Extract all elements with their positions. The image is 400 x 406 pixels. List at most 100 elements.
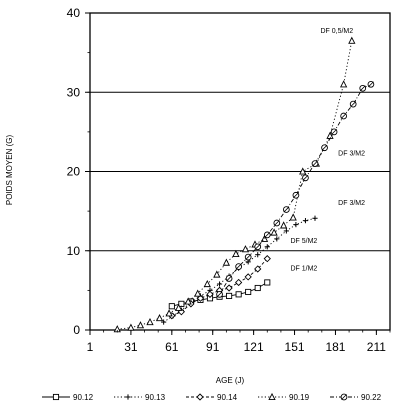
data-point <box>349 100 357 108</box>
data-point <box>340 80 348 88</box>
data-point <box>234 278 243 287</box>
data-point <box>273 219 281 227</box>
data-point <box>299 167 307 175</box>
data-point <box>244 253 252 261</box>
data-point <box>235 263 242 270</box>
y-tick-label: 40 <box>67 6 81 20</box>
data-point <box>245 288 252 296</box>
data-point <box>311 160 319 167</box>
data-point <box>165 309 173 317</box>
data-point <box>196 294 205 302</box>
density-annotation: DF 3/M2 <box>338 151 365 158</box>
data-point <box>206 290 214 298</box>
data-point <box>348 36 356 44</box>
data-point <box>263 231 271 239</box>
legend-marker <box>52 393 60 401</box>
data-point <box>161 319 167 325</box>
data-point <box>270 228 278 236</box>
data-point <box>274 236 280 242</box>
data-point <box>264 279 271 286</box>
x-tick-label: 211 <box>367 340 386 354</box>
data-point <box>232 249 240 257</box>
series-90-19 <box>113 36 356 333</box>
data-point <box>312 215 318 221</box>
data-point <box>254 265 262 273</box>
data-point <box>367 80 375 88</box>
legend-marker <box>340 393 348 401</box>
data-point <box>216 281 223 287</box>
y-tick-label: 10 <box>67 244 81 258</box>
x-tick-label: 91 <box>206 340 220 354</box>
data-point <box>216 290 223 298</box>
data-point <box>184 297 192 305</box>
data-point <box>254 243 262 251</box>
data-point <box>254 284 261 292</box>
data-point <box>213 270 221 278</box>
y-tick-label: 30 <box>67 85 81 99</box>
x-tick-label: 121 <box>244 340 264 354</box>
series-90-22 <box>216 80 375 298</box>
density-annotation: DF 0,5/M2 <box>320 28 353 35</box>
data-point <box>302 218 309 224</box>
legend-item: 90.19 <box>258 392 310 402</box>
data-point <box>146 317 154 326</box>
density-annotation: DF 3/M2 <box>338 200 365 207</box>
legend-marker <box>196 393 204 401</box>
x-tick-label: 31 <box>124 340 138 354</box>
data-point <box>155 314 164 322</box>
x-tick-label: 181 <box>325 340 345 354</box>
y-tick-label: 0 <box>73 323 80 337</box>
legend: 90.12 90.13 90.14 90.19 90.22 <box>42 392 382 402</box>
data-point <box>330 128 338 136</box>
series-layer <box>113 36 375 333</box>
legend-marker <box>268 392 276 401</box>
x-tick-label: 1 <box>87 340 94 354</box>
legend-label: 90.22 <box>361 393 382 402</box>
x-tick-label: 151 <box>285 340 305 354</box>
data-point <box>283 228 289 234</box>
data-point <box>263 255 271 263</box>
data-point <box>175 303 183 311</box>
legend-label: 90.12 <box>73 393 94 402</box>
data-point <box>127 323 135 331</box>
data-point <box>222 258 230 266</box>
density-annotation: DF 1/M2 <box>290 266 317 273</box>
data-point <box>241 245 250 253</box>
data-point <box>168 303 175 310</box>
y-axis-label: POIDS MOYEN (G) <box>5 135 14 206</box>
data-point <box>293 221 299 228</box>
data-point <box>136 321 145 329</box>
data-point <box>302 174 309 182</box>
data-point <box>244 273 252 281</box>
horizontal-reference-lines <box>90 91 390 252</box>
data-point <box>280 221 288 229</box>
data-point <box>321 144 328 152</box>
legend-item: 90.14 <box>186 393 238 402</box>
data-point <box>264 244 270 250</box>
data-point <box>226 292 233 299</box>
x-axis-label: AGE (J) <box>216 376 245 385</box>
annotations: DF 0,5/M2 DF 3/M2 DF 3/M2 DF 5/M2 DF 1/M2 <box>290 28 365 273</box>
data-point <box>225 284 233 292</box>
data-point <box>255 252 261 258</box>
data-point <box>225 275 233 282</box>
data-point <box>283 206 290 213</box>
legend-label: 90.19 <box>289 393 310 402</box>
y-axis: 0 10 20 30 40 <box>67 6 90 337</box>
legend-label: 90.13 <box>145 393 166 402</box>
series-line <box>219 83 372 295</box>
data-point <box>194 289 202 297</box>
data-point <box>292 191 300 199</box>
legend-item: 90.13 <box>114 393 166 402</box>
legend-label: 90.14 <box>217 393 238 402</box>
x-tick-label: 61 <box>165 340 179 354</box>
data-point <box>203 279 211 288</box>
data-point <box>340 112 347 120</box>
legend-item: 90.22 <box>330 393 382 402</box>
legend-item: 90.12 <box>42 393 94 402</box>
x-axis: 1 31 61 91 121 151 181 211 <box>87 330 391 354</box>
series-90-14 <box>168 255 271 320</box>
series-line <box>117 40 353 330</box>
data-point <box>235 291 242 298</box>
